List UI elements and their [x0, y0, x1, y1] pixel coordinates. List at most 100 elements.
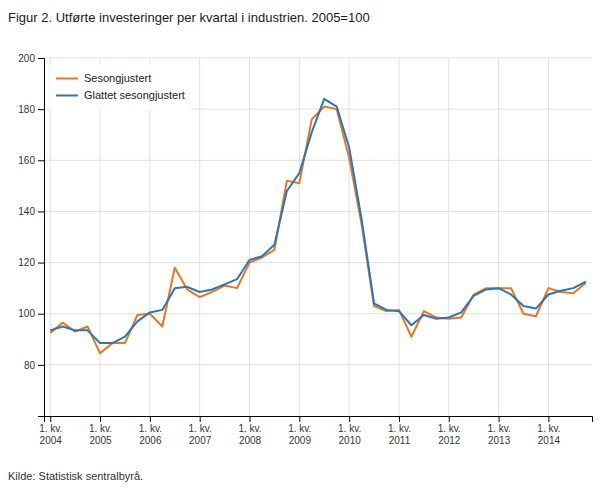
x-tick-label-line: 1. kv. — [488, 423, 511, 434]
series-lines — [50, 99, 586, 353]
x-tick: 1. kv.2008 — [238, 416, 261, 446]
x-tick-label-line: 2007 — [189, 435, 212, 446]
legend-swatch — [56, 95, 78, 97]
y-axis-line — [38, 59, 45, 417]
y-tick: 180 — [18, 104, 44, 115]
x-tick-label-line: 1. kv. — [189, 423, 212, 434]
grid-line-y — [44, 262, 592, 263]
y-tick: 140 — [18, 206, 44, 217]
x-tick-label-line: 2011 — [389, 435, 411, 446]
x-tick-label-line: 2012 — [438, 435, 461, 446]
legend: Sesongjustert Glattet sesongjustert — [50, 64, 191, 110]
y-tick-mark — [38, 160, 44, 161]
y-tick-label: 180 — [18, 104, 35, 115]
x-tick-label-line: 2009 — [289, 435, 312, 446]
x-tick-label-line: 1. kv. — [338, 423, 361, 434]
x-tick-mark — [499, 416, 500, 422]
legend-item: Glattet sesongjustert — [56, 89, 185, 101]
x-tick-label-line: 2010 — [339, 435, 362, 446]
x-tick-label-line: 2004 — [40, 435, 63, 446]
y-tick: 120 — [18, 257, 44, 268]
y-tick-mark — [38, 263, 44, 264]
x-tick-label-line: 1. kv. — [39, 423, 62, 434]
x-tick-label-line: 1. kv. — [139, 423, 162, 434]
x-tick-label: 1. kv.2004 — [39, 423, 62, 446]
grid-line-x — [299, 58, 300, 416]
y-tick: 80 — [24, 360, 44, 371]
x-tick: 1. kv.2014 — [537, 416, 560, 446]
y-tick-mark — [38, 109, 44, 110]
x-tick: 1. kv.2005 — [89, 416, 112, 446]
grid-line-y — [44, 160, 592, 161]
x-tick-mark — [548, 416, 549, 422]
grid — [44, 58, 592, 416]
legend-label: Sesongjustert — [84, 72, 151, 84]
x-axis-line — [45, 417, 593, 423]
series-line — [50, 107, 586, 354]
x-axis: 1. kv.20041. kv.20051. kv.20061. kv.2007… — [39, 416, 592, 446]
x-tick-label-line: 2008 — [239, 435, 262, 446]
grid-line-x — [548, 58, 549, 416]
x-tick-mark — [50, 416, 51, 422]
x-tick: 1. kv.2011 — [388, 416, 411, 446]
plot-area: 801001201401601802001. kv.20041. kv.2005… — [18, 53, 592, 446]
x-tick-label: 1. kv.2006 — [139, 423, 162, 446]
y-tick-label: 160 — [18, 155, 35, 166]
x-tick-label: 1. kv.2011 — [388, 423, 411, 446]
grid-line-y — [44, 211, 592, 212]
x-tick-label: 1. kv.2012 — [438, 423, 461, 446]
y-tick-mark — [38, 211, 44, 212]
x-tick-label: 1. kv.2008 — [238, 423, 261, 446]
y-tick-mark — [38, 58, 44, 59]
y-tick-label: 200 — [18, 53, 35, 64]
x-tick-mark — [299, 416, 300, 422]
y-tick: 100 — [18, 308, 44, 319]
x-tick-label-line: 1. kv. — [238, 423, 261, 434]
x-tick: 1. kv.2013 — [488, 416, 511, 446]
grid-line-y — [44, 58, 592, 59]
legend-swatch — [56, 78, 78, 80]
x-tick-label: 1. kv.2005 — [89, 423, 112, 446]
x-tick-mark — [100, 416, 101, 422]
x-tick-mark — [150, 416, 151, 422]
grid-line-x — [498, 58, 499, 416]
legend-background — [50, 64, 191, 110]
x-tick-label: 1. kv.2014 — [537, 423, 560, 446]
x-tick-label-line: 2014 — [538, 435, 561, 446]
x-tick-label-line: 1. kv. — [288, 423, 311, 434]
x-tick-mark — [399, 416, 400, 422]
y-tick-label: 80 — [24, 360, 36, 371]
legend-item: Sesongjustert — [56, 72, 151, 84]
y-axis: 80 100 120 140 160 180 200 — [18, 53, 44, 417]
y-tick-mark — [38, 365, 44, 366]
x-tick: 1. kv.2006 — [139, 416, 162, 446]
y-tick-mark — [38, 314, 44, 315]
x-tick: 1. kv.2009 — [288, 416, 311, 446]
x-tick-mark — [449, 416, 450, 422]
x-tick-label: 1. kv.2007 — [189, 423, 212, 446]
x-tick-mark — [349, 416, 350, 422]
grid-line-x — [199, 58, 200, 416]
grid-line-x — [149, 58, 150, 416]
y-tick: 160 — [18, 155, 44, 166]
x-tick-label: 1. kv.2013 — [488, 423, 511, 446]
grid-line-y — [44, 313, 592, 314]
x-tick-mark — [250, 416, 251, 422]
x-tick-label-line: 2013 — [488, 435, 511, 446]
x-tick: 1. kv.2010 — [338, 416, 361, 446]
x-tick: 1. kv.2004 — [39, 416, 62, 446]
x-tick-label-line: 1. kv. — [537, 423, 560, 434]
y-tick-label: 120 — [18, 257, 35, 268]
source: Kilde: Statistisk sentralbyrå. — [8, 470, 143, 482]
grid-line-x — [50, 58, 51, 416]
legend-label: Glattet sesongjustert — [84, 89, 185, 101]
x-tick-label-line: 2006 — [139, 435, 162, 446]
grid-line-x — [398, 58, 399, 416]
chart: Figur 2. Utførte investeringer per kvart… — [0, 0, 610, 488]
title: Figur 2. Utførte investeringer per kvart… — [8, 10, 370, 25]
y-tick: 200 — [18, 53, 44, 64]
x-tick-label-line: 2005 — [89, 435, 112, 446]
y-tick-label: 140 — [18, 206, 35, 217]
y-tick-label: 100 — [18, 308, 35, 319]
x-tick: 1. kv.2007 — [189, 416, 212, 446]
